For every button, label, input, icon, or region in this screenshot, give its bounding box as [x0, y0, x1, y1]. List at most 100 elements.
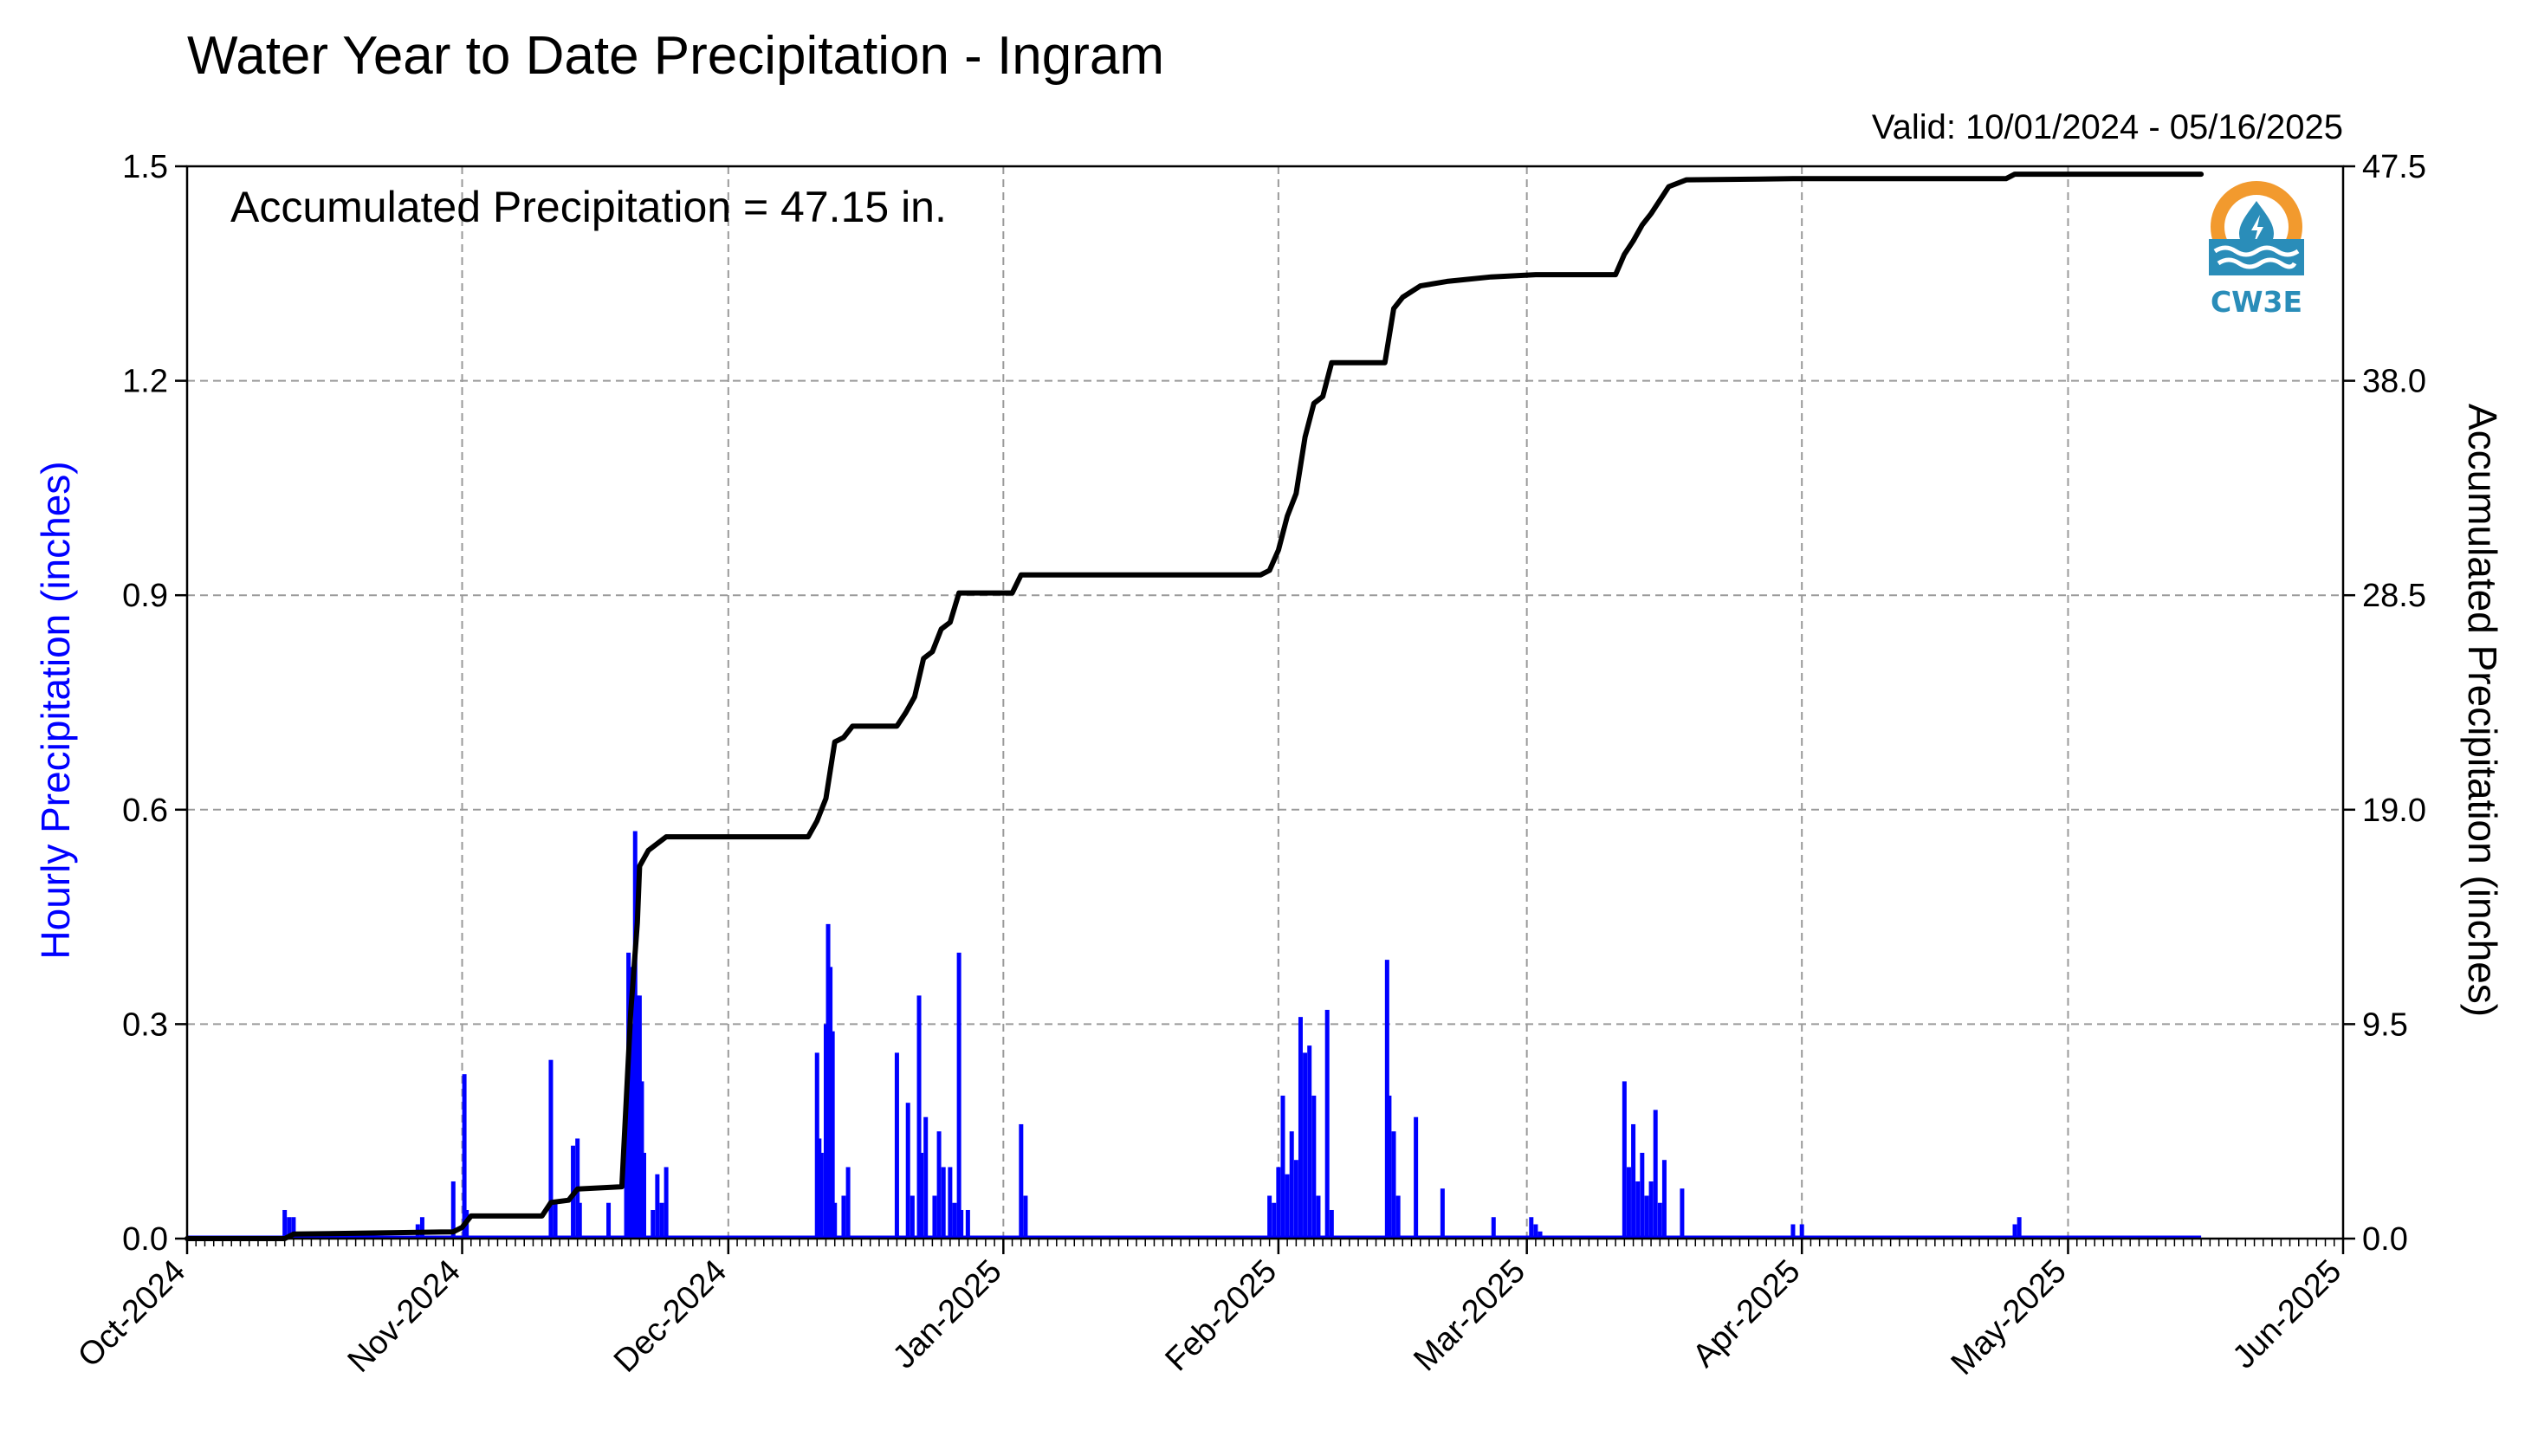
hourly-precip-bar	[1640, 1152, 1645, 1239]
hourly-precip-bar	[1387, 1095, 1392, 1239]
y-right-tick-label: 38.0	[2362, 364, 2426, 400]
y-left-tick-label: 0.0	[122, 1221, 168, 1258]
hourly-precip-bar	[1440, 1188, 1445, 1239]
hourly-precip-bar	[1790, 1224, 1796, 1239]
hourly-precip-bar	[642, 1152, 647, 1239]
x-tick-label: Apr-2025	[1686, 1253, 1807, 1375]
y-left-tick-label: 0.6	[122, 793, 168, 829]
hourly-precip-bar	[1648, 1181, 1654, 1239]
cw3e-logo: CW3E	[2209, 181, 2304, 319]
hourly-precip-bar	[1276, 1167, 1281, 1239]
hourly-precip-bar	[845, 1167, 851, 1239]
hourly-precip-bar	[832, 1202, 838, 1239]
hourly-precip-bar	[916, 995, 922, 1239]
grid	[187, 166, 2343, 1239]
hourly-precip-bar	[1311, 1095, 1317, 1239]
hourly-precip-bar	[1316, 1195, 1321, 1239]
hourly-precip-bar	[1622, 1081, 1627, 1239]
logo-text: CW3E	[2211, 285, 2302, 319]
hourly-precip-bar	[1391, 1131, 1396, 1239]
hourly-precip-bar	[1533, 1224, 1538, 1239]
y-right-tick-label: 19.0	[2362, 793, 2426, 829]
x-tick-label: Nov-2024	[341, 1253, 468, 1380]
y-left-tick-label: 1.5	[122, 149, 168, 185]
hourly-precip-bar	[1661, 1160, 1667, 1239]
accumulated-total-annotation: Accumulated Precipitation = 47.15 in.	[230, 183, 947, 231]
hourly-precip-bar	[287, 1217, 292, 1239]
x-tick-label: Jun-2025	[2226, 1253, 2349, 1376]
hourly-precip-bar	[1324, 1009, 1330, 1239]
hourly-precip-bar	[894, 1052, 899, 1239]
y-left-tick-label: 1.2	[122, 364, 168, 400]
hourly-precip-bar	[419, 1217, 424, 1239]
y-right-tick-label: 9.5	[2362, 1006, 2408, 1043]
hourly-precip-bar	[1267, 1195, 1272, 1239]
hourly-precip-bar	[1298, 1017, 1303, 1239]
hourly-precip-bar	[1657, 1202, 1662, 1239]
y-right-tick-label: 28.5	[2362, 578, 2426, 614]
hourly-precip-bar	[948, 1167, 953, 1239]
hourly-precip-bar	[1023, 1195, 1028, 1239]
hourly-precip-bar	[1329, 1209, 1334, 1239]
hourly-precip-bar	[606, 1202, 612, 1239]
axes: 0.0 0.3 0.6 0.9 1.2 1.5 0.0 9.5 19.0 28.5 38.0 47.5…	[71, 149, 2426, 1382]
hourly-precip-bar	[956, 952, 961, 1239]
hourly-precip-bar	[635, 995, 640, 1239]
hourly-precip-bar	[959, 1209, 964, 1239]
hourly-precip-bar	[830, 1031, 835, 1239]
hourly-precip-bar	[639, 1081, 644, 1239]
logo-wave-bar	[2209, 239, 2304, 275]
hourly-precip-bar	[282, 1209, 288, 1239]
hourly-precip-bar	[965, 1209, 970, 1239]
hourly-precip-bar	[952, 1202, 957, 1239]
hourly-precip-bar	[819, 1152, 824, 1239]
logo-wave-line	[2213, 245, 2300, 257]
hourly-precip-bar	[632, 831, 638, 1239]
logo-lightning-icon	[2251, 215, 2263, 244]
hourly-precip-bar	[1289, 1131, 1294, 1239]
x-tick-label: Dec-2024	[607, 1253, 734, 1380]
hourly-precip-bar	[1631, 1123, 1636, 1239]
hourly-precip-bar	[659, 1202, 664, 1239]
hourly-precip-bar	[655, 1174, 660, 1239]
hourly-precip-bar	[817, 1138, 822, 1239]
hourly-precip-bar	[637, 995, 642, 1239]
valid-date-range: Valid: 10/01/2024 - 05/16/2025	[1872, 108, 2343, 146]
hourly-precip-bar	[291, 1217, 296, 1239]
hourly-precip-bar	[941, 1167, 946, 1239]
hourly-precip-bar	[825, 923, 831, 1239]
plot-frame	[185, 165, 2345, 1240]
hourly-precip-bar	[1019, 1123, 1024, 1239]
hourly-precip-bar	[823, 1024, 828, 1239]
hourly-precip-bar	[462, 1074, 467, 1239]
hourly-precip-bar	[651, 1209, 656, 1239]
hourly-precip-bar	[1538, 1231, 1543, 1239]
hourly-precip-bar	[1529, 1217, 1534, 1239]
y-left-tick-label: 0.3	[122, 1006, 168, 1043]
x-tick-label: Oct-2024	[71, 1253, 192, 1375]
hourly-precip-bar	[1491, 1217, 1496, 1239]
y-axis-right-title: Accumulated Precipitation (inches)	[2460, 404, 2505, 1017]
hourly-precip-bar	[814, 1052, 819, 1239]
hourly-precip-bar	[919, 1152, 924, 1239]
x-tick-label: Feb-2025	[1159, 1253, 1285, 1379]
accumulated-precipitation-layer	[185, 171, 2205, 1241]
hourly-precip-bar	[2017, 1217, 2022, 1239]
hourly-precip-bar	[910, 1195, 915, 1239]
accumulated-precip-line	[185, 171, 2205, 1241]
hourly-precip-bar	[841, 1195, 846, 1239]
hourly-precipitation-bars	[187, 831, 2202, 1239]
hourly-precip-bar	[1303, 1052, 1308, 1239]
y-right-tick-label: 0.0	[2362, 1221, 2408, 1258]
hourly-precip-bar	[1384, 960, 1389, 1239]
x-tick-label: May-2025	[1945, 1253, 2074, 1382]
logo-wave-line	[2217, 257, 2297, 269]
hourly-precip-bar	[905, 1103, 910, 1239]
x-tick-label: Jan-2025	[886, 1253, 1009, 1376]
hourly-precip-bar	[1307, 1045, 1312, 1239]
hourly-precip-bar	[553, 1202, 558, 1239]
hourly-precip-bar	[1293, 1160, 1298, 1239]
y-left-tick-label: 0.9	[122, 578, 168, 614]
hourly-precip-bar	[624, 1095, 629, 1239]
